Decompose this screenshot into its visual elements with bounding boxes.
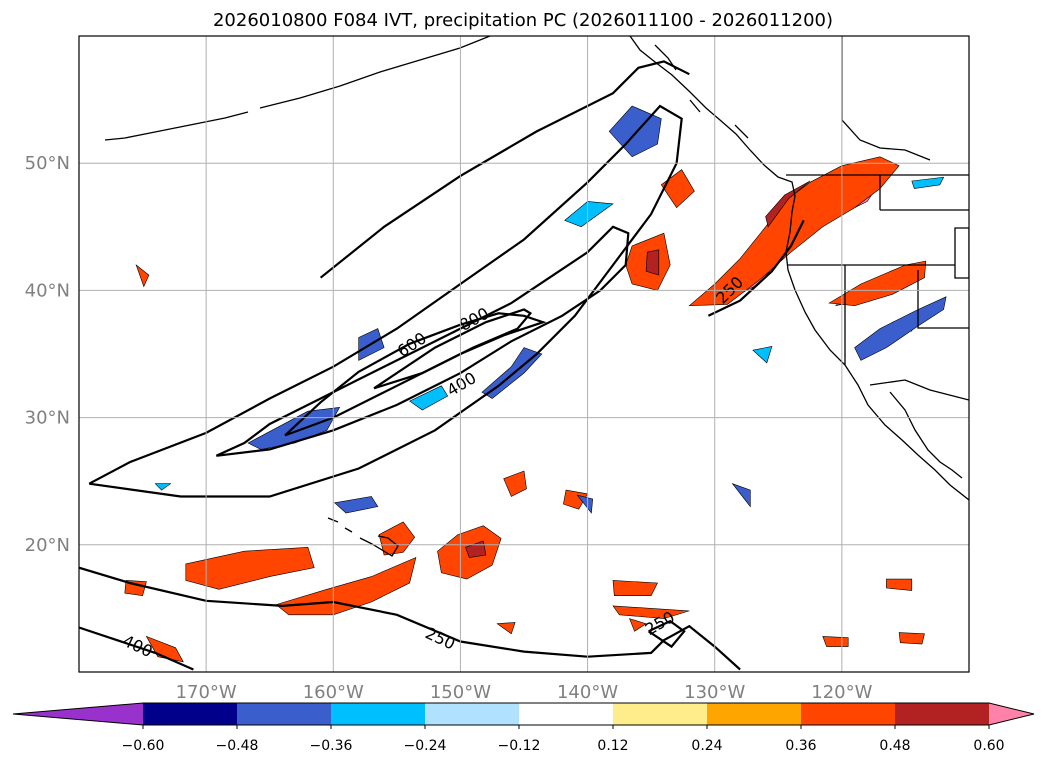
- lon-tick-label: 130°W: [684, 682, 745, 703]
- precip-area: [645, 249, 660, 276]
- axis-tick-labels: 170°W 160°W 150°W 140°W 130°W 120°W 20°N 30°N 40…: [25, 153, 873, 703]
- precip-area: [564, 201, 614, 228]
- precip-area: [752, 346, 773, 364]
- precip-area: [576, 494, 594, 514]
- precip-area: [911, 176, 945, 189]
- coastline-layer: [104, 36, 969, 557]
- colorbar-tick-label: 0.24: [691, 738, 722, 754]
- precip-area: [503, 470, 527, 497]
- lat-tick-label: 30°N: [25, 408, 70, 429]
- precip-area: [275, 556, 417, 616]
- lon-tick-label: 150°W: [430, 682, 491, 703]
- precip-area: [124, 580, 147, 597]
- precip-area: [154, 483, 172, 491]
- lat-tick-label: 50°N: [25, 153, 70, 174]
- colorbar-tick-label: 0.36: [785, 738, 816, 754]
- precip-area: [185, 546, 315, 590]
- colorbar-tick-label: 0.12: [597, 738, 628, 754]
- plot-frame: [78, 35, 970, 673]
- precip-area: [628, 618, 647, 632]
- lon-tick-label: 120°W: [811, 682, 872, 703]
- precip-area: [828, 260, 927, 307]
- precip-area: [496, 622, 516, 635]
- colorbar: −0.60 −0.48 −0.36 −0.24 −0.12 0.12 0.24 0.36 0.4…: [12, 702, 1035, 754]
- colorbar-segment: [895, 703, 990, 725]
- ivt-contour-250: [647, 619, 686, 649]
- ivt-contour-250: [319, 60, 690, 279]
- colorbar-extend-high: [989, 703, 1034, 725]
- lat-tick-label: 20°N: [25, 535, 70, 556]
- colorbar-extend-low: [13, 703, 143, 725]
- colorbar-segment: [707, 703, 802, 725]
- ivt-contour-600: [284, 312, 547, 437]
- colorbar-tick-label: −0.48: [216, 738, 259, 754]
- precip-area: [886, 578, 913, 591]
- coastline-aleutians: [104, 111, 249, 141]
- colorbar-segment: [801, 703, 896, 725]
- lon-tick-label: 170°W: [176, 682, 237, 703]
- precip-area: [135, 264, 150, 288]
- precip-area: [765, 180, 811, 228]
- state-borders: [786, 174, 969, 401]
- precip-area: [612, 580, 658, 596]
- ivt-contour-250: [88, 104, 683, 498]
- colorbar-segment: [613, 703, 708, 725]
- colorbar-segment: [143, 703, 238, 725]
- coastline-north-america: [629, 36, 969, 501]
- ivt-contour-400: [215, 225, 630, 457]
- precip-area: [409, 385, 449, 411]
- colorbar-tick-label: −0.36: [310, 738, 353, 754]
- precip-area: [731, 483, 751, 508]
- ivt-contour-250: [79, 566, 741, 671]
- precip-area: [854, 296, 947, 361]
- colorbar-tick-label: −0.60: [122, 738, 165, 754]
- colorbar-segment: [331, 703, 426, 725]
- precip-area: [612, 605, 690, 619]
- ivt-contour-400: [707, 219, 805, 317]
- coastline-baja: [889, 391, 963, 479]
- chart-title: 2026010800 F084 IVT, precipitation PC (2…: [213, 10, 833, 31]
- gridlines: [79, 36, 969, 672]
- ivt-contour-800: [373, 308, 533, 390]
- colorbar-tick-label: −0.24: [404, 738, 447, 754]
- lon-tick-label: 140°W: [557, 682, 618, 703]
- precip-area: [822, 636, 849, 647]
- colorbar-tick-label: 0.60: [973, 738, 1004, 754]
- colorbar-segment: [237, 703, 332, 725]
- precip-area: [145, 635, 184, 663]
- colorbar-tick-label: 0.48: [879, 738, 910, 754]
- precip-area: [333, 496, 379, 514]
- colorbar-segment: [425, 703, 520, 725]
- lon-tick-label: 160°W: [303, 682, 364, 703]
- colorbar-tick-label: −0.12: [498, 738, 541, 754]
- precip-area: [563, 489, 589, 510]
- precip-area: [898, 632, 925, 645]
- colorbar-segment: [519, 703, 614, 725]
- ivt-contour-400: [79, 626, 194, 671]
- lat-tick-label: 40°N: [25, 280, 70, 301]
